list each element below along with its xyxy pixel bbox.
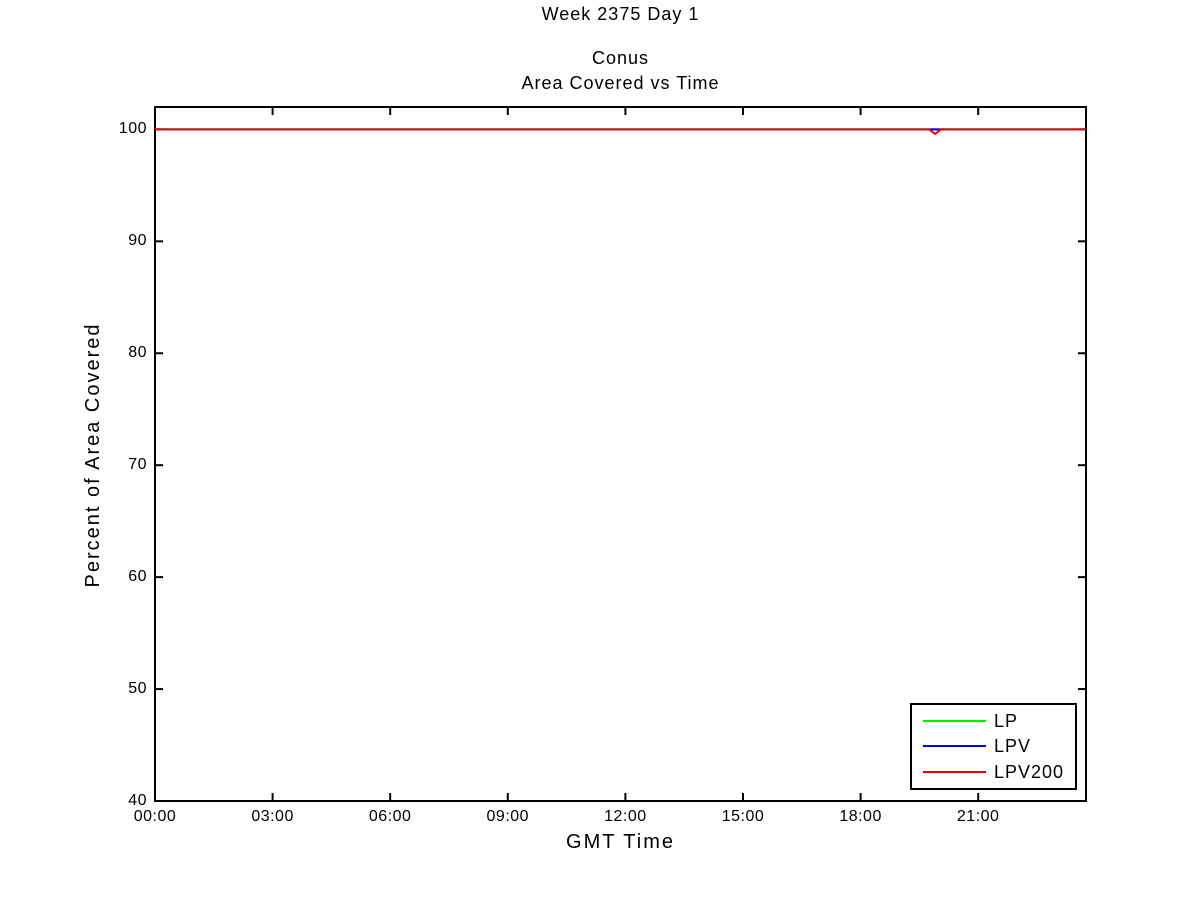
x-tick-label: 00:00 [133,808,177,825]
y-tick-label: 90 [128,232,147,250]
y-tick-label: 80 [128,344,147,362]
legend-label-lp: LP [994,710,1019,731]
y-tick-label: 40 [128,792,147,809]
legend-line-sample-lpv200 [923,771,986,774]
legend: LP LPV LPV200 [910,703,1077,790]
x-tick-label: 21:00 [956,808,1000,825]
x-tick-label: 03:00 [251,808,294,825]
legend-entry-lp: LP [912,711,1075,731]
x-tick-label: 06:00 [368,808,412,825]
y-axis-label: Percent of Area Covered [82,322,104,588]
plot-box [154,106,1087,802]
legend-line-sample-lpv [923,745,986,748]
legend-entry-lpv200: LPV200 [912,762,1075,782]
figure-title: Week 2375 Day 1 [541,4,700,24]
axes-subtitle-metric: Area Covered vs Time [521,73,720,93]
legend-label-lpv: LPV [994,736,1032,757]
legend-line-sample-lp [923,719,986,722]
x-tick-label: 09:00 [486,808,530,825]
series-line-lpv200 [155,128,1086,136]
legend-entry-lpv: LPV [912,736,1075,756]
axes-subtitle-region: Conus [591,48,650,68]
y-tick-label: 70 [128,456,147,474]
x-tick-label: 12:00 [604,808,647,825]
x-tick-label: 18:00 [839,808,882,825]
y-tick-label: 60 [128,568,147,586]
x-tick-label: 15:00 [721,808,765,825]
legend-label-lpv200: LPV200 [994,762,1065,783]
y-tick-label: 100 [118,120,147,138]
y-tick-label: 50 [128,680,147,698]
x-axis-label: GMT Time [566,831,675,853]
